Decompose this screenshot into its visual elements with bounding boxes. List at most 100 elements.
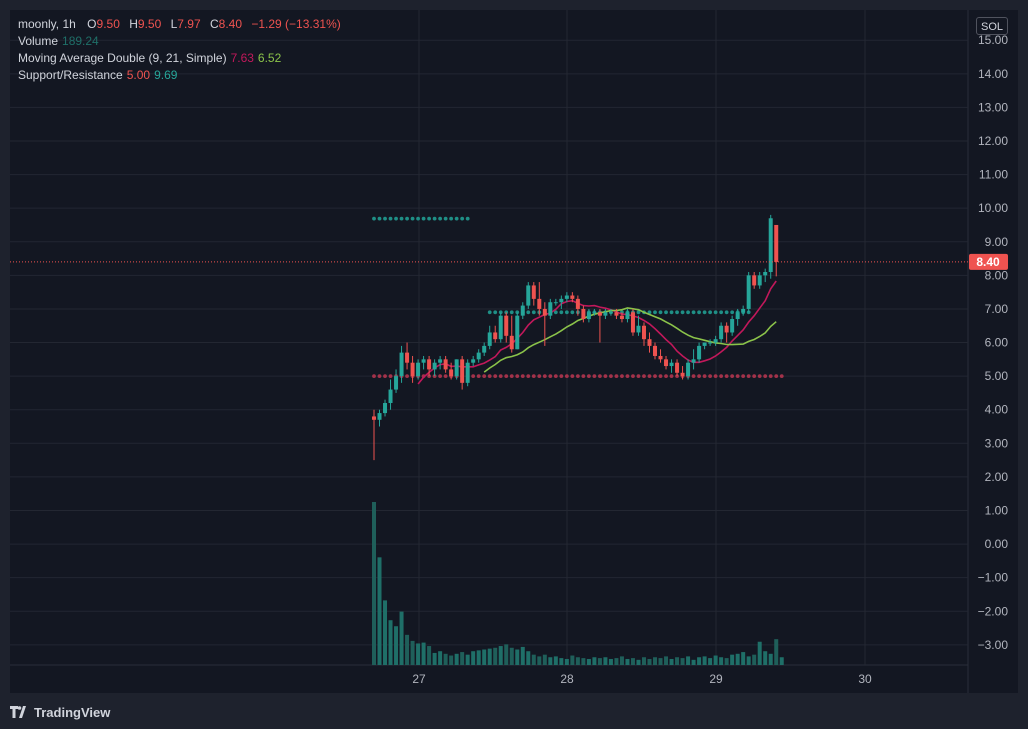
price-tick-label: 5.00 bbox=[985, 369, 1009, 383]
volume-bar bbox=[526, 651, 531, 665]
support-dot bbox=[669, 374, 674, 379]
volume-bar bbox=[465, 654, 470, 665]
support-dot bbox=[642, 374, 646, 379]
support-dot bbox=[625, 374, 630, 379]
candle bbox=[410, 355, 415, 383]
candle-body bbox=[421, 359, 426, 363]
legend-low: 7.97 bbox=[177, 17, 201, 31]
brand[interactable]: TradingView bbox=[10, 703, 110, 721]
candle-body bbox=[708, 342, 713, 344]
resistance-mid-dot bbox=[691, 310, 696, 315]
volume-bar bbox=[763, 651, 768, 665]
brand-name: TradingView bbox=[34, 704, 111, 720]
legend-volume-row[interactable]: Volume 189.24 bbox=[18, 33, 341, 50]
candle-body bbox=[471, 359, 476, 363]
legend-high-label: H bbox=[129, 17, 138, 31]
candle-body bbox=[564, 295, 569, 299]
legend-symbol[interactable]: moonly bbox=[18, 17, 56, 31]
candle-body bbox=[377, 413, 382, 420]
candle bbox=[416, 359, 421, 380]
legend-ma-label: Moving Average Double (9, 21, Simple) bbox=[18, 51, 227, 65]
support-dot bbox=[752, 374, 757, 379]
volume-bar bbox=[669, 658, 674, 665]
resistance-mid-dot bbox=[664, 310, 668, 315]
price-tick-label: 14.00 bbox=[978, 67, 1008, 81]
candle-body bbox=[526, 285, 531, 306]
price-tick-label: 10.00 bbox=[978, 201, 1008, 215]
legend-sr-support: 5.00 bbox=[126, 68, 151, 82]
candle-body bbox=[498, 315, 503, 340]
candle bbox=[741, 305, 746, 316]
candle-body bbox=[548, 302, 553, 316]
volume-bar bbox=[564, 658, 569, 665]
candle bbox=[636, 315, 641, 336]
resistance-dot bbox=[383, 216, 387, 221]
support-dot bbox=[746, 374, 751, 379]
resistance-dot bbox=[421, 216, 426, 221]
candle-body bbox=[603, 312, 608, 316]
resistance-mid-dot bbox=[669, 310, 674, 315]
resistance-dot bbox=[399, 216, 404, 221]
candle bbox=[575, 295, 580, 316]
support-dot bbox=[372, 374, 376, 379]
candle-body bbox=[763, 272, 768, 276]
price-tick-label: 6.00 bbox=[985, 336, 1009, 350]
price-tick-label: 15.00 bbox=[978, 33, 1008, 47]
support-dot bbox=[719, 374, 724, 379]
support-dot bbox=[631, 374, 635, 379]
support-dot bbox=[697, 374, 701, 379]
volume-bar bbox=[768, 653, 773, 665]
legend-ma-row[interactable]: Moving Average Double (9, 21, Simple) 7.6… bbox=[18, 50, 341, 67]
resistance-mid-dot bbox=[675, 310, 679, 315]
legend-sr-resistance: 9.69 bbox=[154, 68, 178, 82]
candle-body bbox=[454, 359, 459, 377]
volume-bar bbox=[708, 658, 713, 665]
resistance-mid-dot bbox=[730, 310, 735, 315]
candle bbox=[757, 272, 762, 289]
support-dot bbox=[526, 374, 531, 379]
resistance-dot bbox=[465, 216, 470, 221]
support-dot bbox=[779, 374, 784, 379]
candle-body bbox=[416, 362, 421, 377]
resistance-mid-dot bbox=[719, 310, 724, 315]
legend-low-label: L bbox=[170, 17, 178, 31]
currency-button[interactable]: SOL bbox=[976, 17, 1008, 35]
candle-body bbox=[669, 362, 674, 367]
legend-volume-value: 189.24 bbox=[62, 34, 99, 48]
price-tick-label: 4.00 bbox=[985, 403, 1009, 417]
resistance-mid-dot bbox=[553, 310, 558, 315]
legend-sr-row[interactable]: Support/Resistance 5.00 9.69 bbox=[18, 67, 341, 84]
candle bbox=[724, 322, 729, 343]
candle bbox=[719, 322, 724, 343]
support-dot bbox=[636, 374, 641, 379]
resistance-mid-dot bbox=[487, 310, 492, 315]
candle-body bbox=[735, 312, 740, 320]
candle-body bbox=[768, 218, 773, 272]
candle-body bbox=[636, 325, 641, 333]
volume-bar bbox=[647, 658, 652, 665]
support-dot bbox=[713, 374, 718, 379]
candle-body bbox=[630, 312, 635, 333]
support-dot bbox=[531, 374, 536, 379]
candle bbox=[697, 342, 702, 363]
candle-body bbox=[443, 359, 448, 370]
candle bbox=[691, 349, 696, 370]
candle bbox=[746, 272, 751, 313]
candle bbox=[460, 355, 465, 390]
candle bbox=[537, 282, 542, 316]
candle bbox=[487, 325, 492, 350]
candle-body bbox=[460, 359, 465, 383]
candle-body bbox=[752, 275, 757, 286]
candle bbox=[476, 349, 481, 363]
resistance-mid-dot bbox=[493, 310, 498, 315]
price-tick-label: 9.00 bbox=[985, 235, 1009, 249]
candle-body bbox=[691, 359, 696, 363]
resistance-dot bbox=[416, 216, 420, 221]
resistance-mid-dot bbox=[559, 310, 564, 315]
candle-body bbox=[619, 315, 624, 320]
candle-body bbox=[757, 275, 762, 286]
candle bbox=[509, 315, 514, 353]
volume-bar bbox=[735, 653, 740, 665]
support-dot bbox=[542, 374, 547, 379]
